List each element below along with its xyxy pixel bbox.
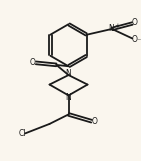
- Text: N: N: [66, 93, 71, 102]
- Text: O: O: [30, 58, 36, 67]
- Text: Cl: Cl: [18, 129, 26, 138]
- Text: O: O: [91, 117, 97, 126]
- Text: O: O: [132, 35, 138, 44]
- Text: ⁻: ⁻: [136, 36, 141, 45]
- Text: +: +: [114, 23, 120, 29]
- Text: N: N: [66, 69, 71, 78]
- Text: N: N: [108, 24, 114, 33]
- Text: O: O: [132, 19, 138, 28]
